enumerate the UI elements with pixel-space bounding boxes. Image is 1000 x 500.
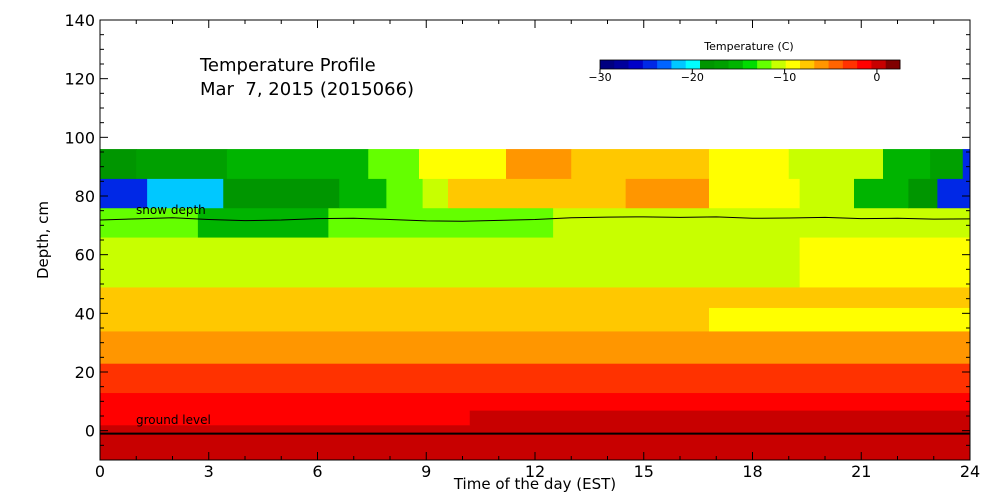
axis-ticks: 0 3 6 9 12 15 18 21 24 0 20 40 60 80 100 120 140: [64, 11, 980, 481]
heatmap-cell: [136, 149, 228, 179]
profile-lines: [100, 216, 970, 435]
heatmap-cell: [625, 178, 710, 209]
x-tick-label: 24: [960, 462, 980, 481]
y-tick-label: 140: [64, 11, 95, 30]
heatmap-cell: [100, 392, 970, 411]
heatmap-cell: [930, 149, 964, 179]
heatmap-cell: [799, 178, 855, 209]
heatmap-cell: [339, 178, 387, 209]
heatmap-cell: [226, 149, 369, 179]
colorbar-tick-label: −30: [588, 71, 611, 84]
heatmap-cell: [571, 149, 710, 179]
colorbar-legend: Temperature (C) −30 −20 −10 0: [588, 40, 901, 84]
heatmap-cell: [100, 149, 137, 179]
heatmap-cell: [100, 363, 970, 394]
x-tick-label: 12: [525, 462, 545, 481]
colorbar-swatch: [671, 60, 687, 69]
colorbar-swatch: [600, 60, 615, 69]
y-tick-label: 0: [85, 422, 95, 441]
heatmap-cell: [962, 149, 970, 179]
heatmap-cell: [422, 178, 449, 209]
colorbar-swatch: [842, 60, 858, 69]
colorbar-swatch: [871, 60, 887, 69]
colorbar-tick-label: −20: [681, 71, 704, 84]
chart-title-line-2: Mar 7, 2015 (2015066): [200, 79, 414, 100]
heatmap-cell: [100, 307, 710, 332]
colorbar-swatch: [700, 60, 715, 69]
heatmap-cell: [197, 207, 329, 238]
heatmap-cell: [100, 207, 199, 238]
colorbar-swatch: [728, 60, 744, 69]
colorbar-tick-label: 0: [873, 71, 880, 84]
heatmap-cell: [709, 307, 970, 332]
heatmap-cell: [386, 178, 424, 209]
y-tick-label: 60: [75, 246, 95, 265]
snow-depth-label: snow depth: [136, 203, 206, 217]
heatmap-cell: [788, 149, 884, 179]
heatmap-cell: [419, 149, 507, 179]
heatmap-cell: [223, 178, 340, 209]
chart-title-line-1: Temperature Profile: [199, 55, 376, 76]
x-tick-label: 3: [204, 462, 214, 481]
colorbar-swatch: [800, 60, 815, 69]
y-tick-label: 20: [75, 363, 95, 382]
colorbar-swatches: [599, 59, 901, 70]
heatmap-cell: [709, 178, 801, 209]
heatmap-cell: [937, 178, 970, 209]
x-tick-label: 6: [312, 462, 322, 481]
heatmap-cell: [368, 149, 420, 179]
x-tick-label: 21: [851, 462, 871, 481]
heatmap-cell: [147, 178, 224, 209]
heatmap-cell: [100, 410, 471, 426]
colorbar-border: [599, 59, 901, 70]
y-tick-label: 80: [75, 187, 95, 206]
colorbar-swatch: [771, 60, 787, 69]
colorbar-swatch: [685, 60, 701, 69]
y-axis-title: Depth, cm: [34, 201, 52, 279]
x-axis-title: Time of the day (EST): [453, 475, 616, 493]
heatmap-cell: [908, 178, 938, 209]
x-tick-label: 18: [742, 462, 762, 481]
colorbar-tick-label: −10: [773, 71, 796, 84]
heatmap-cell: [100, 178, 148, 209]
colorbar-swatch: [814, 60, 829, 69]
x-tick-label: 9: [421, 462, 431, 481]
y-tick-label: 40: [75, 304, 95, 323]
snow-depth-line: [100, 216, 970, 222]
heatmap-cell: [506, 149, 572, 179]
heatmap-cell: [799, 237, 970, 288]
heatmap-cell: [709, 149, 790, 179]
heatmap-cell: [328, 207, 554, 238]
y-tick-label: 120: [64, 70, 95, 89]
heatmap-cell: [854, 178, 909, 209]
x-tick-label: 0: [95, 462, 105, 481]
heatmap-cell: [100, 286, 970, 308]
ground-level-label: ground level: [136, 413, 211, 427]
heatmap-cell: [516, 178, 627, 209]
colorbar-swatch: [628, 60, 644, 69]
heatmap-cells: [100, 149, 970, 460]
heatmap-cell: [100, 424, 970, 435]
colorbar-title: Temperature (C): [703, 40, 793, 53]
y-tick-label: 100: [64, 128, 95, 147]
colorbar-swatch: [757, 60, 772, 69]
colorbar-swatch: [614, 60, 629, 69]
colorbar-swatch: [642, 60, 658, 69]
colorbar-swatch: [828, 60, 844, 69]
heatmap-cell: [469, 410, 970, 426]
heatmap-cell: [100, 330, 970, 364]
heatmap-cell: [448, 178, 518, 209]
x-tick-label: 15: [634, 462, 654, 481]
colorbar-swatch: [857, 60, 872, 69]
heatmap-cell: [553, 207, 970, 238]
colorbar-swatch: [657, 60, 672, 69]
colorbar-swatch: [885, 60, 901, 69]
heatmap-cell: [100, 237, 801, 288]
colorbar-swatch: [742, 60, 758, 69]
colorbar-swatch: [714, 60, 729, 69]
heatmap-cell: [883, 149, 931, 179]
colorbar-ticks: −30 −20 −10 0: [588, 69, 880, 84]
colorbar-swatch: [785, 60, 801, 69]
